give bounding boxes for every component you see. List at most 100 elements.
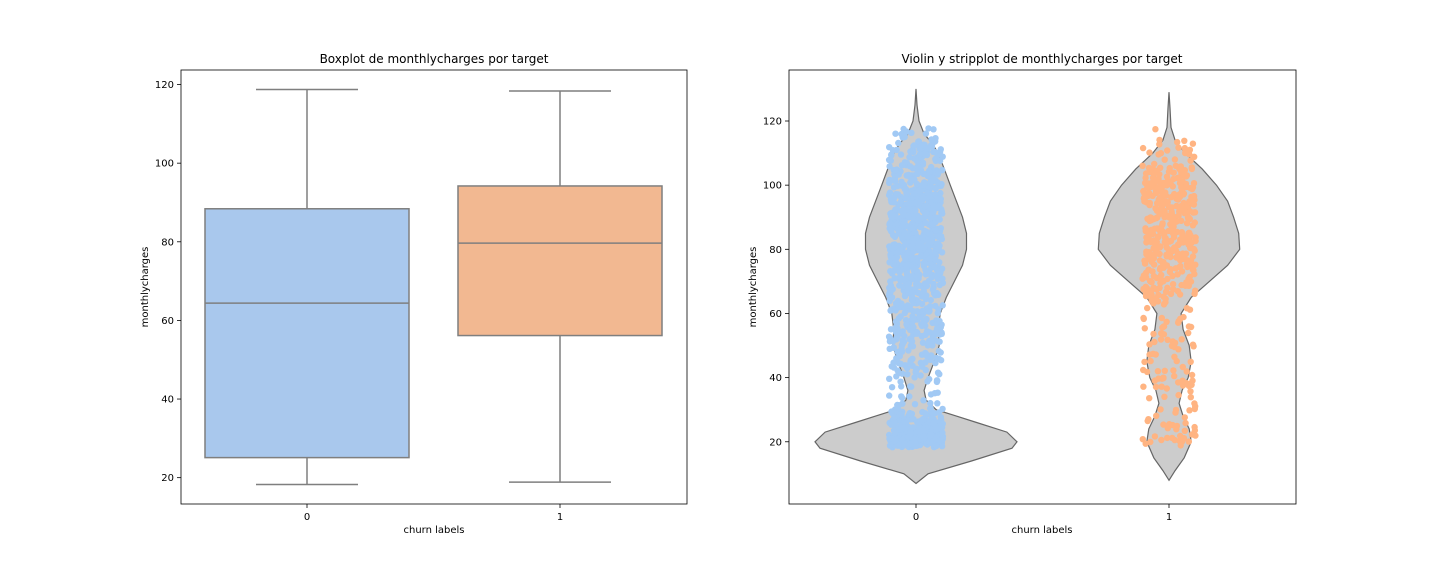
strip-point bbox=[895, 139, 902, 147]
strip-point bbox=[1176, 179, 1184, 187]
strip-point bbox=[1150, 255, 1158, 262]
strip-point bbox=[892, 167, 899, 174]
strip-point bbox=[1154, 368, 1162, 375]
strip-point bbox=[1188, 371, 1196, 379]
strip-point bbox=[886, 189, 894, 196]
strip-point bbox=[909, 273, 916, 280]
strip-point bbox=[921, 244, 928, 251]
strip-point bbox=[887, 326, 895, 333]
strip-point bbox=[925, 308, 933, 315]
strip-point bbox=[1144, 417, 1151, 425]
strip-point bbox=[936, 317, 943, 325]
strip-point bbox=[907, 383, 914, 390]
strip-point bbox=[1181, 137, 1188, 144]
violin-frame bbox=[788, 69, 1297, 505]
strip-point bbox=[907, 426, 914, 433]
strip-point bbox=[1152, 126, 1159, 133]
strip-point bbox=[894, 226, 902, 233]
strip-point bbox=[911, 401, 919, 408]
strip-point bbox=[1145, 249, 1152, 257]
strip-point bbox=[1165, 203, 1173, 210]
strip-point bbox=[920, 397, 927, 404]
strip-point bbox=[891, 244, 898, 251]
y-tick-label: 80 bbox=[161, 237, 174, 248]
strip-point bbox=[887, 157, 894, 164]
strip-point bbox=[907, 359, 914, 366]
violin-plot-area bbox=[814, 88, 1241, 485]
strip-point bbox=[1144, 304, 1151, 312]
strip-point bbox=[920, 259, 927, 267]
strip-point bbox=[915, 241, 922, 248]
strip-point bbox=[1190, 266, 1197, 274]
strip-point bbox=[901, 253, 908, 260]
strip-point bbox=[1155, 375, 1162, 382]
strip-point bbox=[938, 233, 945, 240]
strip-point bbox=[910, 190, 917, 197]
strip-point bbox=[1189, 377, 1196, 384]
strip-point bbox=[936, 157, 944, 165]
strip-point bbox=[899, 337, 906, 344]
strip-point bbox=[1171, 372, 1178, 380]
strip-point bbox=[1182, 237, 1189, 244]
strip-point bbox=[1156, 284, 1163, 292]
strip-point bbox=[1183, 380, 1190, 387]
strip-point bbox=[1175, 241, 1182, 249]
strip-point bbox=[888, 363, 895, 370]
strip-point bbox=[908, 297, 916, 304]
strip-point bbox=[1141, 198, 1148, 205]
strip-point bbox=[1186, 407, 1193, 414]
strip-point bbox=[892, 429, 899, 436]
strip-point bbox=[926, 184, 933, 191]
strip-point bbox=[936, 242, 943, 249]
strip-point bbox=[1178, 336, 1185, 343]
strip-point bbox=[1142, 292, 1150, 300]
strip-point bbox=[913, 330, 921, 337]
strip-point bbox=[927, 431, 935, 438]
strip-point bbox=[890, 421, 897, 428]
strip-point bbox=[931, 390, 938, 397]
strip-point bbox=[927, 296, 934, 304]
strip-point bbox=[901, 185, 909, 193]
strip-point bbox=[895, 267, 902, 274]
strip-point bbox=[1146, 341, 1153, 348]
strip-point bbox=[928, 142, 935, 149]
strip-point bbox=[897, 378, 904, 385]
strip-point bbox=[1153, 412, 1160, 419]
strip-point bbox=[934, 275, 941, 282]
y-tick-label: 60 bbox=[769, 309, 782, 320]
strip-point bbox=[892, 329, 900, 336]
strip-point bbox=[1190, 343, 1197, 350]
strip-point bbox=[1149, 268, 1156, 275]
strip-point bbox=[932, 359, 939, 367]
iqr-box bbox=[457, 185, 663, 337]
strip-point bbox=[914, 217, 921, 224]
strip-point bbox=[893, 300, 901, 307]
strip-point bbox=[935, 168, 942, 176]
strip-point bbox=[1180, 191, 1187, 198]
y-tick-label: 120 bbox=[155, 80, 174, 91]
strip-point bbox=[897, 360, 904, 368]
strip-point bbox=[1163, 318, 1170, 325]
strip-point bbox=[914, 170, 921, 177]
strip-point bbox=[1169, 230, 1177, 237]
strip-point bbox=[939, 302, 946, 309]
strip-point bbox=[1145, 189, 1153, 197]
strip-point bbox=[922, 203, 929, 210]
strip-point bbox=[930, 202, 937, 210]
strip-point bbox=[886, 220, 894, 227]
strip-point bbox=[1158, 314, 1166, 322]
strip-point bbox=[900, 424, 907, 431]
strip-point bbox=[893, 355, 900, 362]
strip-point bbox=[933, 267, 941, 274]
strip-point bbox=[1167, 221, 1174, 228]
boxplot-y-axis-label: monthlycharges bbox=[140, 247, 151, 328]
strip-point bbox=[888, 151, 895, 158]
strip-point bbox=[888, 435, 895, 442]
strip-point bbox=[912, 207, 919, 214]
strip-point bbox=[923, 328, 931, 335]
strip-point bbox=[1175, 391, 1182, 399]
strip-point bbox=[919, 161, 927, 168]
strip-point bbox=[1191, 400, 1198, 407]
strip-point bbox=[886, 375, 893, 382]
strip-point bbox=[1151, 338, 1158, 346]
